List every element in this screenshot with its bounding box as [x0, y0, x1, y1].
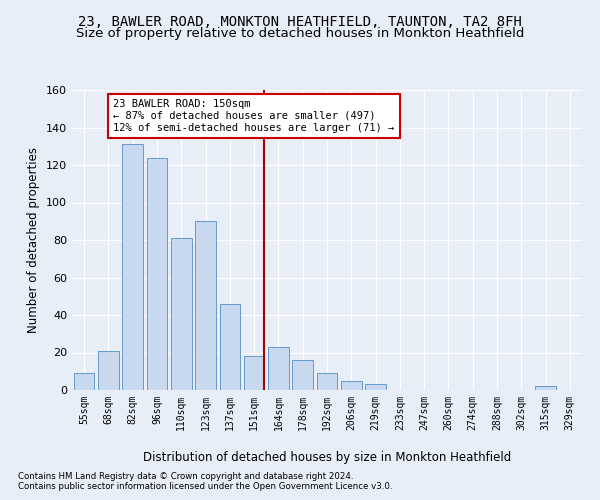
- Y-axis label: Number of detached properties: Number of detached properties: [28, 147, 40, 333]
- Bar: [341, 380, 362, 390]
- Bar: [292, 360, 313, 390]
- Bar: [244, 356, 265, 390]
- Bar: [74, 373, 94, 390]
- Bar: [195, 221, 216, 390]
- Bar: [220, 304, 240, 390]
- Bar: [535, 386, 556, 390]
- Text: 23 BAWLER ROAD: 150sqm
← 87% of detached houses are smaller (497)
12% of semi-de: 23 BAWLER ROAD: 150sqm ← 87% of detached…: [113, 100, 395, 132]
- Bar: [317, 373, 337, 390]
- Bar: [146, 158, 167, 390]
- Bar: [98, 350, 119, 390]
- Bar: [365, 384, 386, 390]
- Text: Distribution of detached houses by size in Monkton Heathfield: Distribution of detached houses by size …: [143, 451, 511, 464]
- Text: Contains public sector information licensed under the Open Government Licence v3: Contains public sector information licen…: [18, 482, 392, 491]
- Text: Size of property relative to detached houses in Monkton Heathfield: Size of property relative to detached ho…: [76, 28, 524, 40]
- Bar: [171, 238, 191, 390]
- Text: Contains HM Land Registry data © Crown copyright and database right 2024.: Contains HM Land Registry data © Crown c…: [18, 472, 353, 481]
- Bar: [268, 347, 289, 390]
- Text: 23, BAWLER ROAD, MONKTON HEATHFIELD, TAUNTON, TA2 8FH: 23, BAWLER ROAD, MONKTON HEATHFIELD, TAU…: [78, 15, 522, 29]
- Bar: [122, 144, 143, 390]
